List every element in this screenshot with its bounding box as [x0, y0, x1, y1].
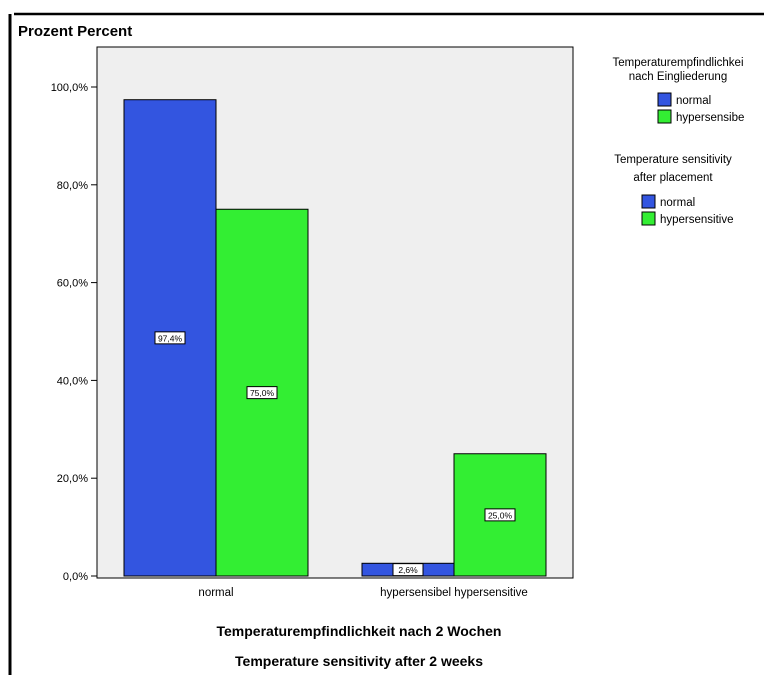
legend-en-title-1: Temperature sensitivity	[614, 154, 732, 166]
legend-en-swatch-normal	[641, 194, 656, 209]
data-label: 25,0%	[488, 510, 513, 520]
y-tick-label: 60,0%	[57, 278, 88, 290]
legend-de-swatch-normal	[657, 92, 672, 107]
legend-de: Temperaturempfindlichkei nach Einglieder…	[612, 57, 744, 124]
data-label: 2,6%	[398, 565, 418, 575]
y-tick-label: 80,0%	[57, 180, 88, 192]
data-label: 97,4%	[158, 333, 183, 343]
x-axis: normal hypersensibel hypersensitive	[198, 587, 527, 599]
bars: 97,4% 75,0% 2,6% 25,0%	[123, 99, 547, 577]
legend-en-label-hypersensitive: hypersensitive	[660, 214, 734, 226]
legend-de-swatch-hypersensitive	[657, 109, 672, 124]
legend-en: Temperature sensitivity after placement …	[614, 154, 733, 226]
legend-en-swatch-hypersensitive	[641, 211, 656, 226]
data-label-box	[484, 508, 516, 522]
legend-de-title-2: nach Eingliederung	[629, 71, 727, 83]
legend-de-title-1: Temperaturempfindlichkei	[612, 57, 743, 69]
x-tick-label: hypersensibel hypersensitive	[380, 587, 528, 599]
y-tick-label: 0,0%	[63, 571, 88, 583]
legend-en-label-normal: normal	[660, 197, 695, 209]
y-axis: 0,0% 20,0% 40,0% 60,0% 80,0% 100,0%	[51, 82, 97, 583]
x-axis-title-de: Temperaturempfindlichkeit nach 2 Wochen	[217, 623, 502, 639]
legend-de-label-normal: normal	[676, 95, 711, 107]
legend-de-label-hypersensitive: hypersensibe	[676, 112, 744, 124]
y-tick-label: 100,0%	[51, 82, 89, 94]
data-label-box	[154, 331, 186, 345]
x-tick-label: normal	[198, 587, 233, 599]
data-label-box	[246, 386, 278, 400]
legend-en-title-2: after placement	[633, 172, 713, 184]
chart-title: Prozent Percent	[18, 23, 132, 40]
y-tick-label: 40,0%	[57, 375, 88, 387]
data-label: 75,0%	[250, 388, 275, 398]
y-tick-label: 20,0%	[57, 473, 88, 485]
x-axis-title-en: Temperature sensitivity after 2 weeks	[235, 653, 483, 669]
data-label-box	[392, 563, 424, 577]
